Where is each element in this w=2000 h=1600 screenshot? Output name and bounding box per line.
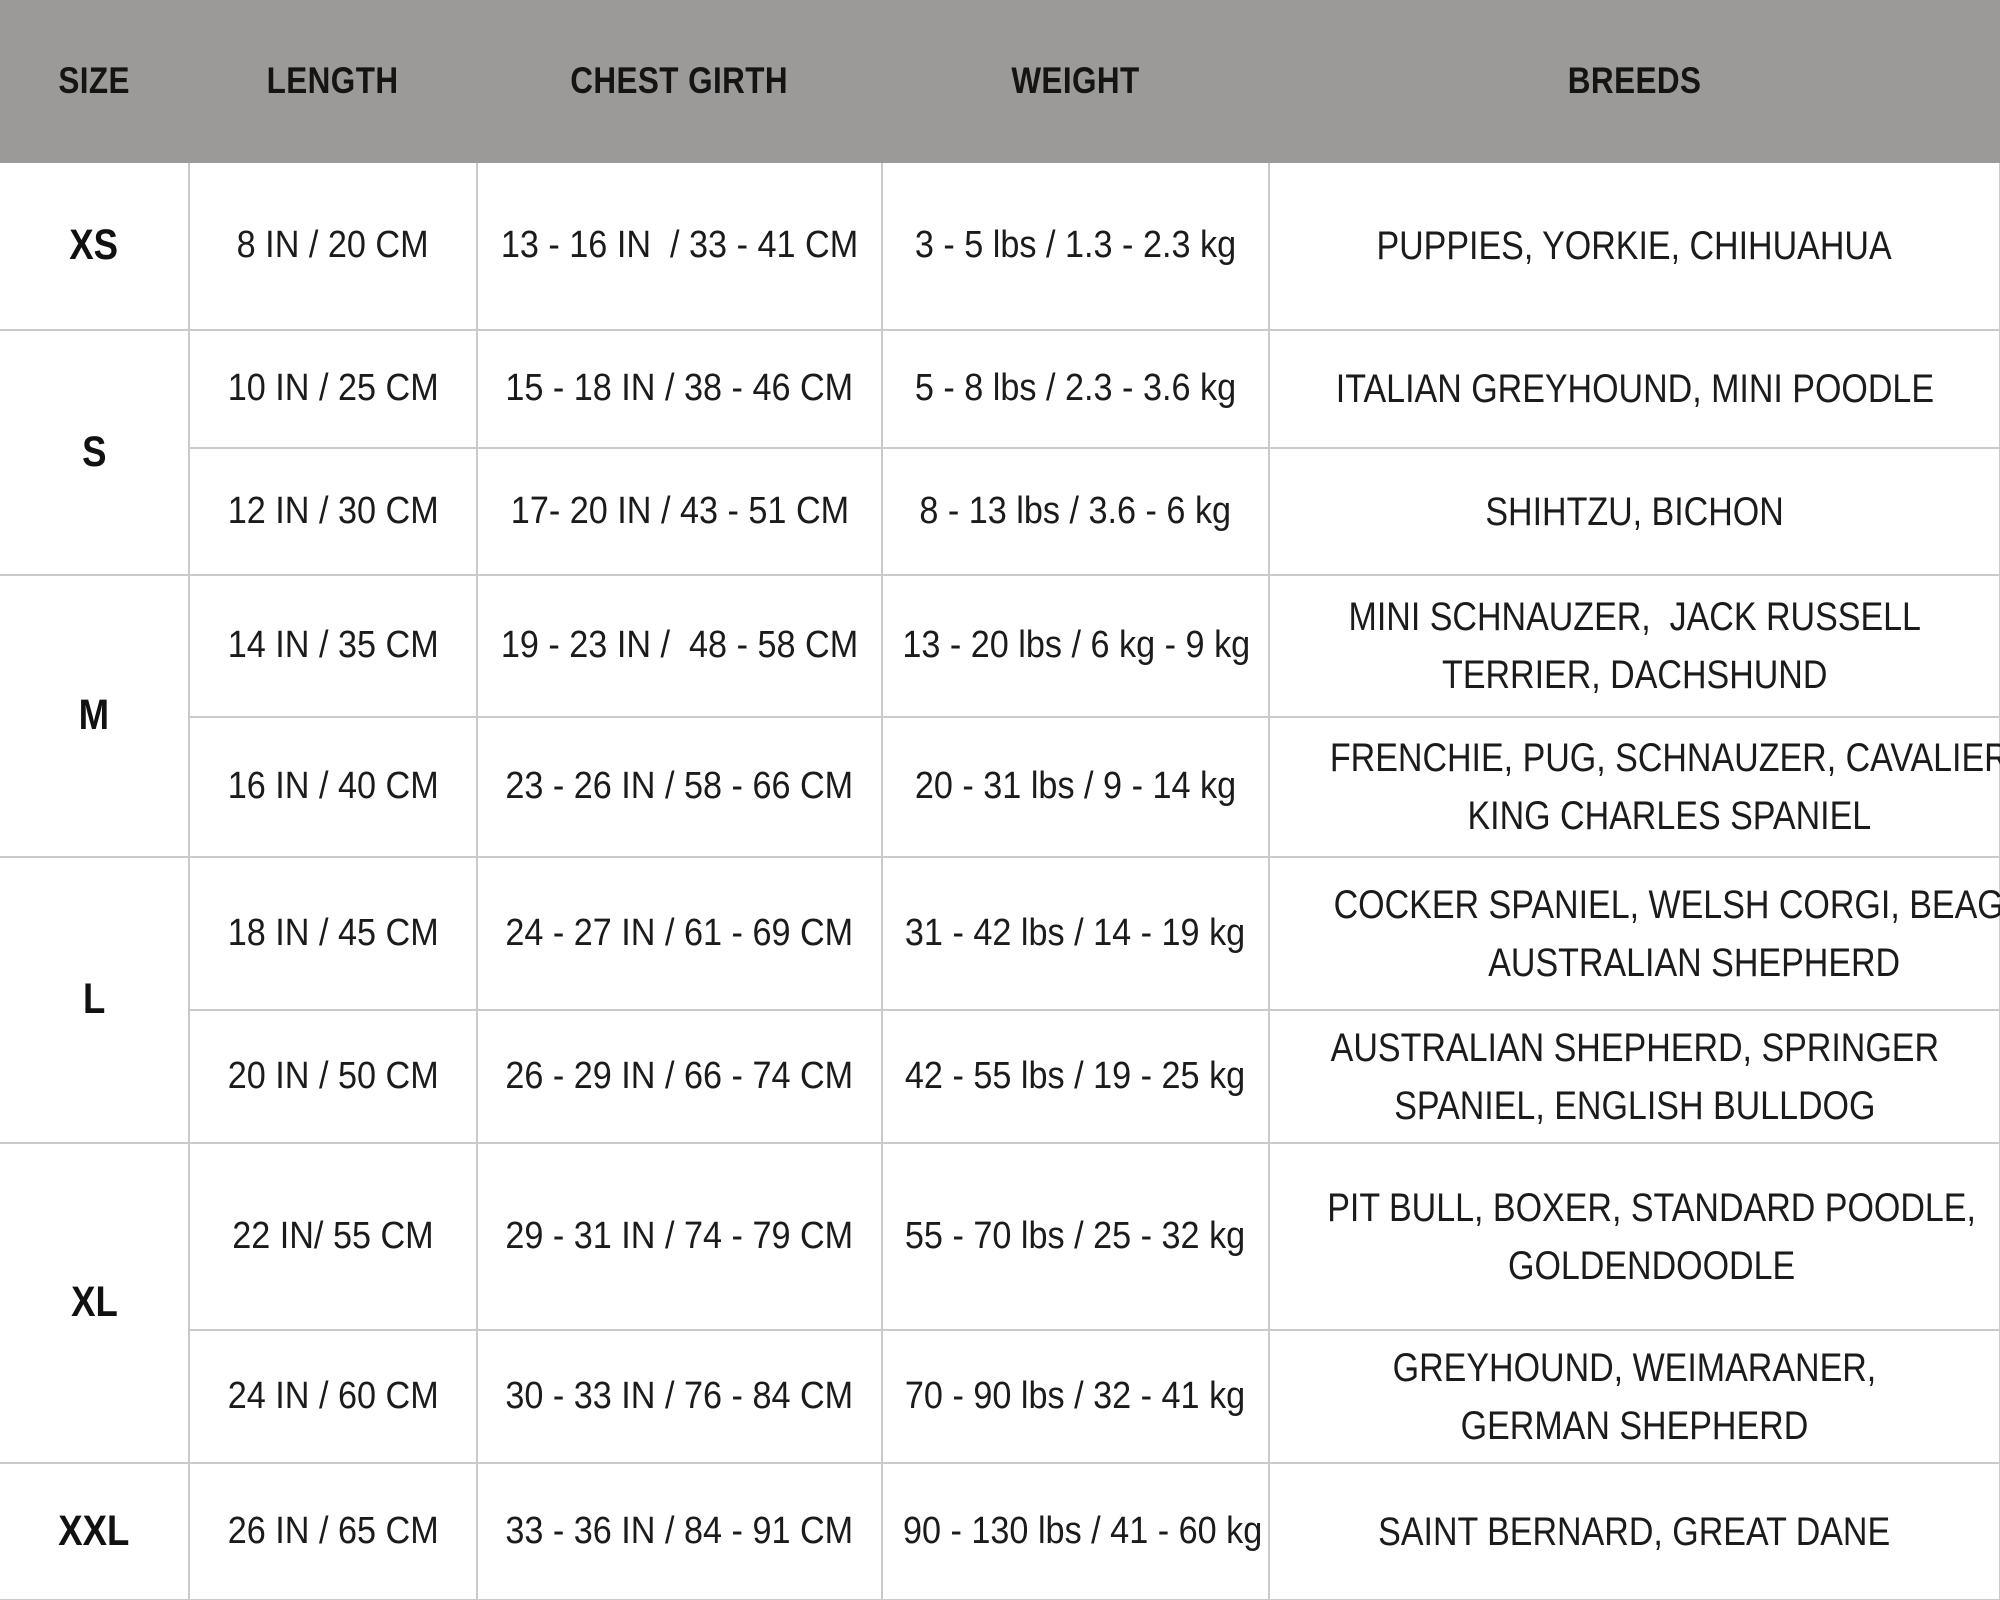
cell-xl1-breeds: PIT BULL, BOXER, STANDARD POODLE, GOLDEN… — [1268, 1142, 2000, 1331]
cell-xl2-weight: 70 - 90 lbs / 32 - 41 kg — [881, 1329, 1270, 1464]
table-row-xs: XS 8 IN / 20 CM 13 - 16 IN / 33 - 41 CM … — [0, 163, 2000, 331]
cell-s2-length: 12 IN / 30 CM — [188, 447, 478, 576]
header-row: SIZE LENGTH CHEST GIRTH WEIGHT BREEDS — [0, 0, 2000, 163]
cell-s1-breeds: ITALIAN GREYHOUND, MINI POODLE — [1268, 329, 2000, 449]
cell-m2-length: 16 IN / 40 CM — [188, 716, 478, 858]
table-row-xl-2: 24 IN / 60 CM 30 - 33 IN / 76 - 84 CM 70… — [0, 1329, 2000, 1464]
column-header-size: SIZE — [0, 0, 189, 163]
column-header-chest-girth-label: CHEST GIRTH — [570, 60, 789, 102]
cell-s2-breeds: SHIHTZU, BICHON — [1268, 447, 2000, 576]
table-row-s-2: 12 IN / 30 CM 17- 20 IN / 43 - 51 CM 8 -… — [0, 447, 2000, 576]
table-row-s-1: S 10 IN / 25 CM 15 - 18 IN / 38 - 46 CM … — [0, 329, 2000, 576]
cell-xl2-chest-girth: 30 - 33 IN / 76 - 84 CM — [476, 1329, 883, 1464]
cell-l2-chest-girth: 26 - 29 IN / 66 - 74 CM — [476, 1009, 883, 1144]
cell-m1-chest-girth: 19 - 23 IN / 48 - 58 CM — [476, 574, 883, 718]
cell-m2-breeds: FRENCHIE, PUG, SCHNAUZER, CAVALIER KING … — [1268, 716, 2000, 858]
column-header-chest-girth: CHEST GIRTH — [477, 0, 882, 163]
cell-l1-weight: 31 - 42 lbs / 14 - 19 kg — [881, 856, 1270, 1011]
column-header-length: LENGTH — [189, 0, 477, 163]
cell-xxl-weight: 90 - 130 lbs / 41 - 60 kg — [881, 1462, 1270, 1600]
cell-size-xxl: XXL — [0, 1462, 190, 1600]
cell-m1-breeds: MINI SCHNAUZER, JACK RUSSELL TERRIER, DA… — [1268, 574, 2000, 718]
cell-xxl-chest-girth: 33 - 36 IN / 84 - 91 CM — [476, 1462, 883, 1600]
cell-l1-length: 18 IN / 45 CM — [188, 856, 478, 1011]
table-row-xl-1: XL 22 IN/ 55 CM 29 - 31 IN / 74 - 79 CM … — [0, 1142, 2000, 1464]
cell-s1-chest-girth: 15 - 18 IN / 38 - 46 CM — [476, 329, 883, 449]
cell-size-xs: XS — [0, 163, 190, 331]
cell-l2-length: 20 IN / 50 CM — [188, 1009, 478, 1144]
cell-size-m: M — [0, 574, 190, 858]
cell-l1-chest-girth: 24 - 27 IN / 61 - 69 CM — [476, 856, 883, 1011]
cell-l2-breeds: AUSTRALIAN SHEPHERD, SPRINGER SPANIEL, E… — [1268, 1009, 2000, 1144]
cell-xs-length: 8 IN / 20 CM — [188, 163, 478, 331]
cell-size-l: L — [0, 856, 190, 1144]
cell-xl1-chest-girth: 29 - 31 IN / 74 - 79 CM — [476, 1142, 883, 1331]
table-row-l-2: 20 IN / 50 CM 26 - 29 IN / 66 - 74 CM 42… — [0, 1009, 2000, 1144]
column-header-weight-label: WEIGHT — [1011, 60, 1140, 102]
table-row-xxl: XXL 26 IN / 65 CM 33 - 36 IN / 84 - 91 C… — [0, 1462, 2000, 1600]
column-header-breeds-label: BREEDS — [1567, 60, 1702, 102]
column-header-breeds: BREEDS — [1269, 0, 2000, 163]
table-row-l-1: L 18 IN / 45 CM 24 - 27 IN / 61 - 69 CM … — [0, 856, 2000, 1144]
cell-l1-breeds: COCKER SPANIEL, WELSH CORGI, BEAGLE, AUS… — [1268, 856, 2000, 1011]
cell-m1-weight: 13 - 20 lbs / 6 kg - 9 kg — [881, 574, 1270, 718]
cell-l2-weight: 42 - 55 lbs / 19 - 25 kg — [881, 1009, 1270, 1144]
column-header-length-label: LENGTH — [267, 60, 399, 102]
cell-s2-chest-girth: 17- 20 IN / 43 - 51 CM — [476, 447, 883, 576]
column-header-weight: WEIGHT — [882, 0, 1269, 163]
cell-xs-chest-girth: 13 - 16 IN / 33 - 41 CM — [476, 163, 883, 331]
cell-s1-weight: 5 - 8 lbs / 2.3 - 3.6 kg — [881, 329, 1270, 449]
cell-xl2-breeds: GREYHOUND, WEIMARANER, GERMAN SHEPHERD — [1268, 1329, 2000, 1464]
cell-xl2-length: 24 IN / 60 CM — [188, 1329, 478, 1464]
table-row-m-1: M 14 IN / 35 CM 19 - 23 IN / 48 - 58 CM … — [0, 574, 2000, 858]
cell-m2-weight: 20 - 31 lbs / 9 - 14 kg — [881, 716, 1270, 858]
column-header-size-label: SIZE — [58, 60, 131, 102]
cell-xxl-length: 26 IN / 65 CM — [188, 1462, 478, 1600]
cell-s2-weight: 8 - 13 lbs / 3.6 - 6 kg — [881, 447, 1270, 576]
cell-xs-weight: 3 - 5 lbs / 1.3 - 2.3 kg — [881, 163, 1270, 331]
cell-size-xl: XL — [0, 1142, 190, 1464]
cell-size-s: S — [0, 329, 190, 576]
cell-xs-breeds: PUPPIES, YORKIE, CHIHUAHUA — [1268, 163, 2000, 331]
cell-m2-chest-girth: 23 - 26 IN / 58 - 66 CM — [476, 716, 883, 858]
cell-xl1-length: 22 IN/ 55 CM — [188, 1142, 478, 1331]
cell-s1-length: 10 IN / 25 CM — [188, 329, 478, 449]
table-row-m-2: 16 IN / 40 CM 23 - 26 IN / 58 - 66 CM 20… — [0, 716, 2000, 858]
cell-m1-length: 14 IN / 35 CM — [188, 574, 478, 718]
cell-xxl-breeds: SAINT BERNARD, GREAT DANE — [1268, 1462, 2000, 1600]
cell-xl1-weight: 55 - 70 lbs / 25 - 32 kg — [881, 1142, 1270, 1331]
